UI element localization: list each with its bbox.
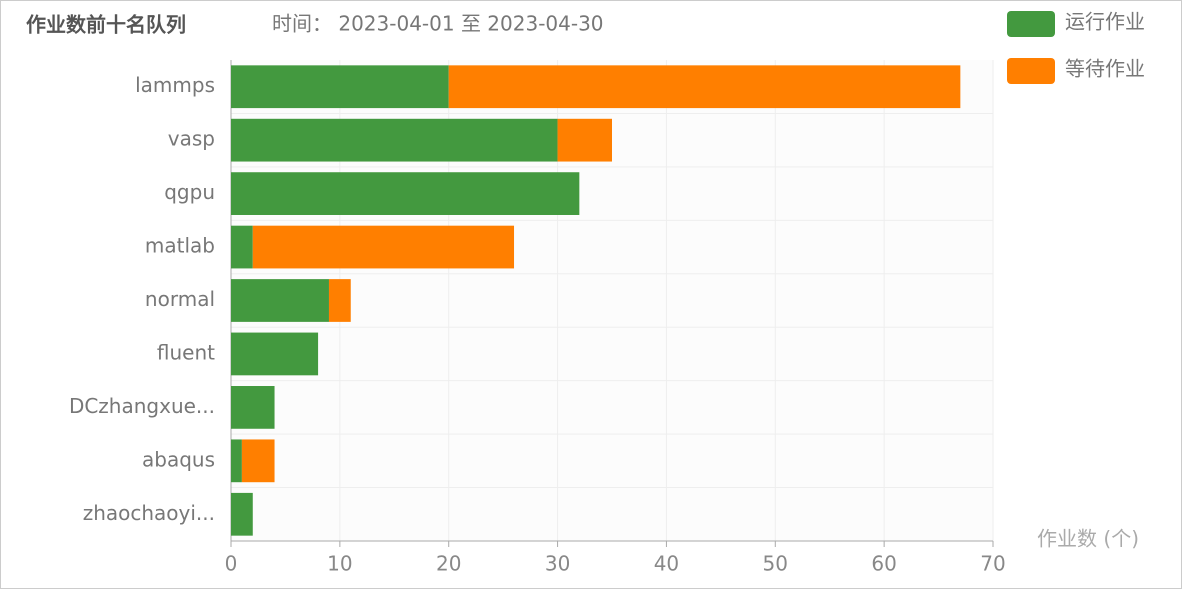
- bar-segment: [557, 118, 612, 162]
- bar-segment: [231, 439, 242, 483]
- x-axis-label: 作业数 (个): [1037, 527, 1139, 551]
- x-tick-label: 70: [980, 552, 1005, 576]
- y-tick-label: fluent: [157, 340, 215, 364]
- bar-segment: [231, 118, 558, 162]
- legend-label: 等待作业: [1065, 57, 1145, 81]
- x-tick-label: 20: [436, 552, 461, 576]
- y-tick-label: normal: [145, 287, 215, 311]
- x-tick-label: 0: [225, 552, 238, 576]
- y-tick-label: vasp: [168, 127, 215, 151]
- chart-subtitle: 时间： 2023-04-01 至 2023-04-30: [272, 12, 604, 36]
- bar-segment: [328, 279, 351, 322]
- bar-segment: [448, 65, 961, 109]
- y-tick-label: lammps: [135, 73, 215, 97]
- x-tick-label: 40: [654, 552, 679, 576]
- x-tick-label: 30: [545, 552, 570, 576]
- x-tick-label: 50: [763, 552, 788, 576]
- bar-segment: [231, 172, 580, 215]
- y-tick-label: qgpu: [164, 180, 215, 204]
- legend-label: 运行作业: [1065, 10, 1145, 34]
- bar-segment: [252, 225, 515, 269]
- bar-segment: [231, 492, 253, 536]
- bar-segment: [231, 225, 253, 269]
- y-tick-label: DCzhangxue...: [69, 394, 215, 418]
- legend-swatch: [1007, 58, 1055, 84]
- bar-segment: [231, 279, 329, 322]
- bar-segment: [231, 332, 319, 376]
- bar-segment: [231, 386, 275, 429]
- y-tick-label: zhaochaoyi...: [83, 501, 215, 525]
- bar-segment: [241, 439, 275, 483]
- y-tick-label: matlab: [145, 234, 215, 258]
- legend-swatch: [1007, 11, 1055, 37]
- y-tick-label: abaqus: [142, 447, 215, 471]
- bar-segment: [231, 65, 449, 109]
- x-tick-label: 10: [327, 552, 352, 576]
- chart-title: 作业数前十名队列: [26, 13, 186, 37]
- x-tick-label: 60: [871, 552, 896, 576]
